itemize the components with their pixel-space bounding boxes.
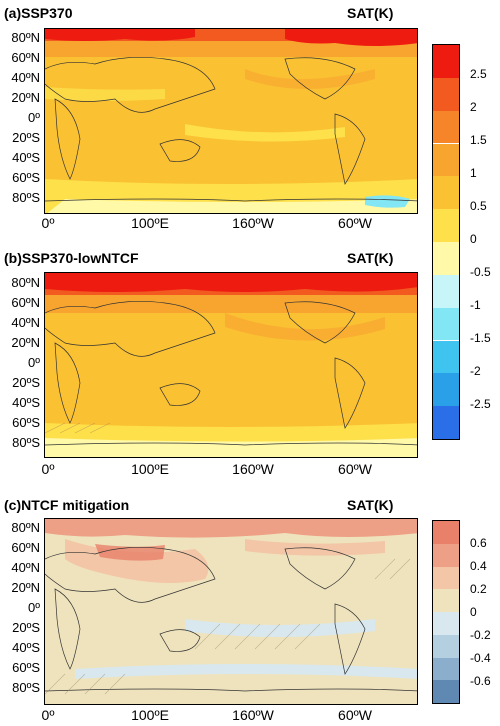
lat-label: 80ºS (12, 190, 40, 205)
colorbar-label: 1 (470, 166, 477, 180)
colorbar-segment (433, 242, 459, 275)
colorbar-label: 0.5 (470, 199, 487, 213)
panel-a-variable: SAT(K) (347, 5, 394, 21)
lon-label: 0º (41, 461, 55, 477)
panel-b-variable: SAT(K) (347, 250, 394, 266)
colorbar-label: -2 (470, 364, 481, 378)
colorbar-label: -0.5 (470, 265, 491, 279)
colorbar-label: 0.4 (470, 559, 487, 573)
lon-label: 100ºE (131, 461, 169, 477)
lat-label: 20ºS (12, 375, 40, 390)
colorbar-segment (433, 110, 459, 144)
colorbar-label: -0.4 (470, 651, 491, 665)
colorbar-segment (433, 143, 459, 177)
lon-label: 0º (41, 707, 55, 723)
colorbar-segment (433, 543, 459, 567)
colorbar-segment (433, 406, 459, 439)
colorbar-label: 1.5 (470, 133, 487, 147)
colorbar-label: 0.6 (470, 536, 487, 550)
lat-label: 40ºN (11, 315, 40, 330)
lat-label: 40ºS (12, 395, 40, 410)
lon-label: 160ºW (232, 215, 274, 231)
panel-b-map (44, 272, 418, 458)
lon-label: 100ºE (131, 707, 169, 723)
colorbar-label: 0 (470, 605, 477, 619)
lat-label: 20ºN (11, 580, 40, 595)
lat-label: 20ºS (12, 130, 40, 145)
lat-label: 80ºN (11, 520, 40, 535)
lon-label: 60ºW (338, 707, 372, 723)
lat-label: 0º (28, 355, 40, 370)
lat-label: 60ºS (12, 170, 40, 185)
lon-label: 160ºW (232, 461, 274, 477)
lat-label: 20ºN (11, 335, 40, 350)
colorbar-label: -1.5 (470, 331, 491, 345)
colorbar-segment (433, 634, 459, 658)
lat-label: 20ºS (12, 620, 40, 635)
lat-label: 80ºS (12, 680, 40, 695)
colorbar-segment (433, 521, 459, 544)
lat-label: 80ºS (12, 435, 40, 450)
panel-b-title: (b)SSP370-lowNTCF (4, 250, 139, 266)
lon-label: 60ºW (338, 215, 372, 231)
colorbar-segment (433, 209, 459, 242)
lat-label: 40ºS (12, 150, 40, 165)
colorbar-label: -1 (470, 298, 481, 312)
lat-label: 40ºN (11, 560, 40, 575)
lon-label: 60ºW (338, 461, 372, 477)
lat-label: 60ºN (11, 295, 40, 310)
colorbar-segment (433, 680, 459, 703)
colorbar-label: -2.5 (470, 397, 491, 411)
colorbar-segment (433, 373, 459, 407)
colorbar-segment (433, 589, 459, 612)
colorbar-segment (433, 45, 459, 78)
lat-label: 60ºS (12, 415, 40, 430)
colorbar-segment (433, 274, 459, 308)
lat-label: 40ºN (11, 70, 40, 85)
lat-label: 20ºN (11, 90, 40, 105)
colorbar-segment (433, 77, 459, 111)
lat-label: 40ºS (12, 640, 40, 655)
colorbar-segment (433, 176, 459, 210)
panel-c-map (44, 518, 418, 705)
colorbar-segment (433, 612, 459, 635)
panel-c-title: (c)NTCF mitigation (4, 497, 130, 513)
colorbar-label: 0.2 (470, 582, 487, 596)
panel-a-map (44, 28, 418, 214)
colorbar-label: 2 (470, 100, 477, 114)
panel-a-title: (a)SSP370 (4, 5, 73, 21)
panel-c-variable: SAT(K) (347, 497, 394, 513)
colorbar-label: -0.6 (470, 674, 491, 688)
colorbar-segment (433, 307, 459, 341)
lat-label: 60ºN (11, 540, 40, 555)
lat-label: 60ºN (11, 50, 40, 65)
colorbar-label: 0 (470, 232, 477, 246)
colorbar-segment (433, 340, 459, 374)
colorbar-label: 2.5 (470, 67, 487, 81)
colorbar-main-bar (432, 44, 460, 440)
lat-label: 80ºN (11, 30, 40, 45)
colorbar-segment (433, 566, 459, 590)
colorbar-diff-bar (432, 520, 460, 704)
lat-label: 80ºN (11, 275, 40, 290)
lon-label: 0º (41, 215, 55, 231)
lon-label: 100ºE (131, 215, 169, 231)
lat-label: 60ºS (12, 660, 40, 675)
lat-label: 0º (28, 600, 40, 615)
colorbar-segment (433, 657, 459, 681)
colorbar-label: -0.2 (470, 628, 491, 642)
lat-label: 0º (28, 110, 40, 125)
lon-label: 160ºW (232, 707, 274, 723)
